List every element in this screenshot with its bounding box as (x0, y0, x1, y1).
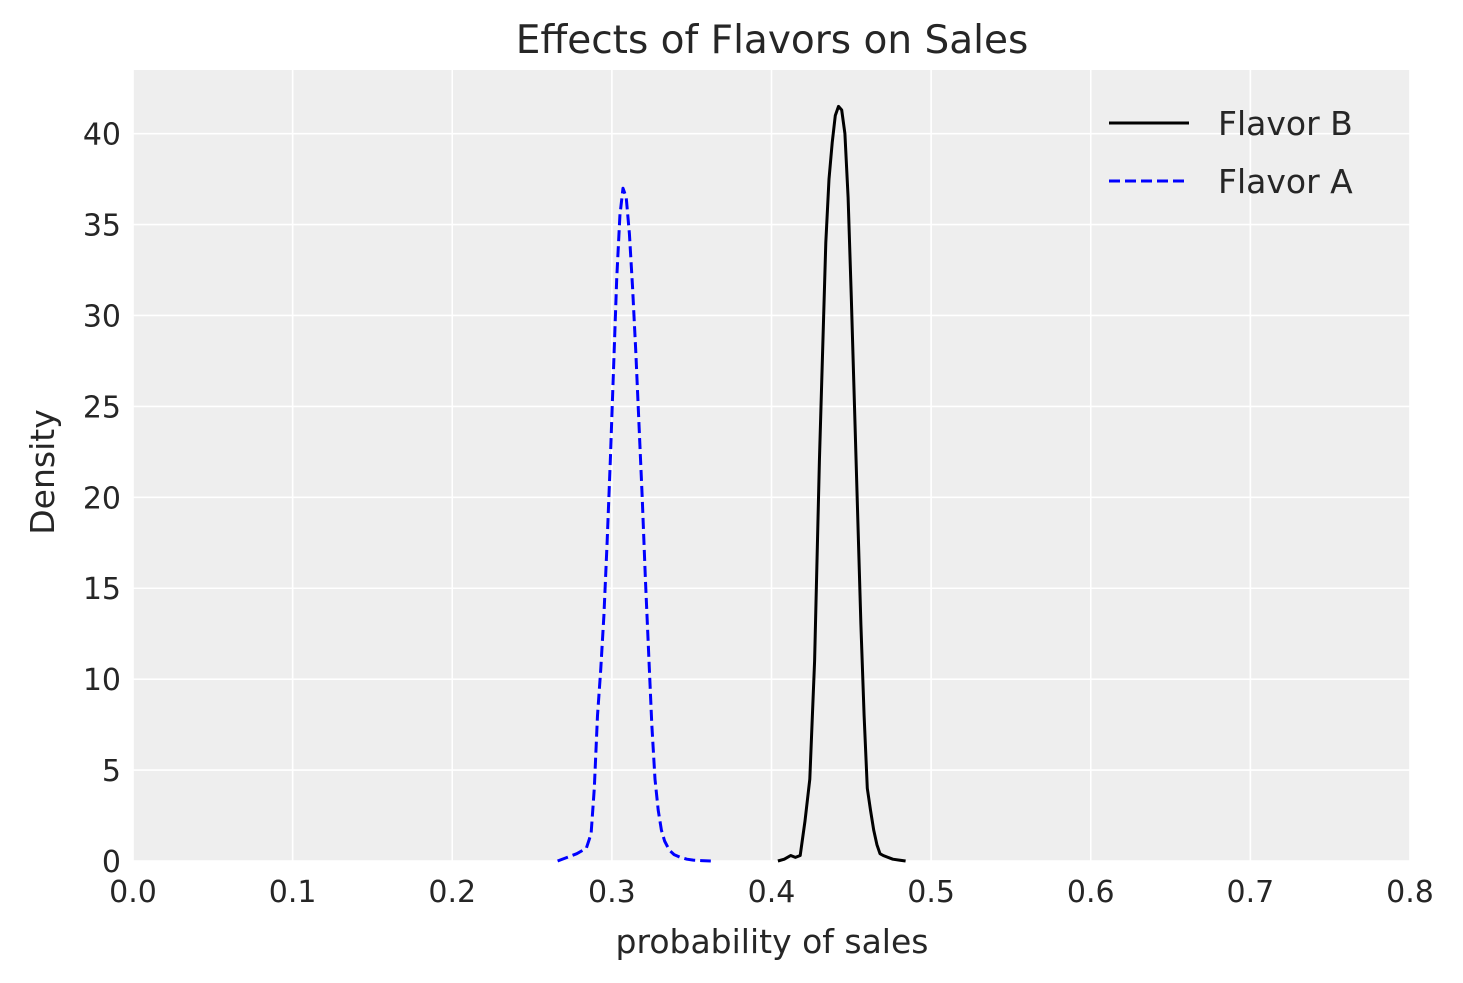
x-tick-label: 0.4 (748, 875, 796, 910)
y-axis-label: Density (23, 409, 62, 534)
y-tick-label: 15 (83, 572, 121, 607)
x-tick-label: 0.3 (588, 875, 636, 910)
series-layer (557, 104, 906, 863)
y-tick-label: 20 (83, 481, 121, 516)
y-axis-ticks: 0 5 10 15 20 25 30 35 40 (83, 118, 121, 880)
series-line-flavor-a (557, 186, 711, 863)
x-tick-label: 0.8 (1386, 875, 1434, 910)
y-tick-label: 30 (83, 299, 121, 334)
y-tick-label: 0 (102, 845, 121, 880)
y-tick-label: 40 (83, 118, 121, 153)
y-tick-label: 25 (83, 390, 121, 425)
y-tick-label: 35 (83, 209, 121, 244)
legend-label: Flavor A (1218, 162, 1353, 201)
x-tick-label: 0.5 (907, 875, 955, 910)
legend-label: Flavor B (1218, 104, 1353, 143)
x-axis-label: probability of sales (616, 922, 929, 961)
y-tick-label: 5 (102, 754, 121, 789)
x-tick-label: 0.0 (109, 875, 157, 910)
grid-lines (132, 70, 1411, 862)
x-tick-label: 0.1 (269, 875, 317, 910)
x-tick-label: 0.6 (1067, 875, 1115, 910)
series-line-flavor-b (777, 104, 906, 863)
y-tick-label: 10 (83, 663, 121, 698)
x-tick-label: 0.7 (1227, 875, 1275, 910)
x-tick-label: 0.2 (428, 875, 476, 910)
chart-title: Effects of Flavors on Sales (516, 18, 1029, 63)
x-axis-ticks: 0.0 0.1 0.2 0.3 0.4 0.5 0.6 0.7 0.8 (109, 875, 1434, 910)
legend: Flavor B Flavor A (1109, 104, 1353, 201)
